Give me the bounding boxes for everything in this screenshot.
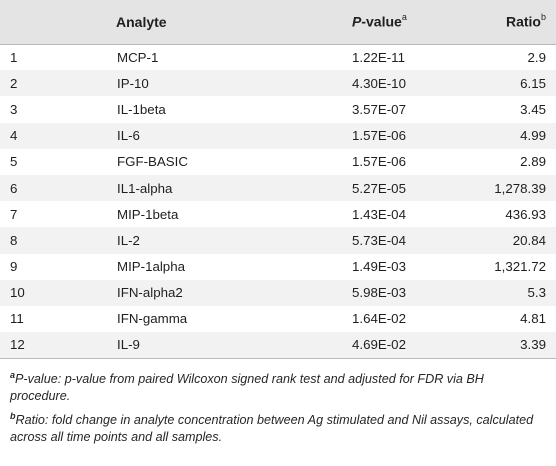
header-ratio: Ratiob — [438, 0, 556, 45]
row-index: 2 — [10, 75, 18, 91]
row-analyte: IP-10 — [117, 75, 149, 91]
row-index: 12 — [0, 332, 116, 359]
row-analyte: MCP-1 — [117, 49, 159, 65]
row-index: 5 — [10, 154, 18, 170]
header-index — [0, 0, 116, 45]
footnote-b-text: Ratio: fold change in analyte concentrat… — [10, 413, 534, 445]
row-index: 9 — [10, 259, 18, 275]
row-pvalue: 4.30E-10 — [352, 75, 406, 91]
row-analyte: IL1-alpha — [117, 180, 173, 196]
row-pvalue: 3.57E-07 — [352, 101, 406, 117]
row-pvalue: 5.98E-03 — [352, 285, 406, 301]
footnote-a-text: P-value: p-value from paired Wilcoxon si… — [10, 371, 484, 403]
table-row: 9 MIP-1alpha 1.49E-03 1,321.72 — [0, 254, 556, 280]
table-row: 2 IP-10 4.30E-10 6.15 — [0, 70, 556, 97]
table-header-row: Analyte P-valuea Ratiob — [0, 0, 556, 45]
row-analyte: MIP-1alpha — [117, 259, 185, 275]
table-row: 4 IL-6 1.57E-06 4.99 — [0, 122, 556, 149]
row-pvalue: 1.43E-04 — [352, 206, 406, 222]
footnote-b: bRatio: fold change in analyte concentra… — [10, 408, 546, 446]
row-analyte: IL-6 — [117, 128, 140, 144]
header-pvalue-footnote-mark: a — [401, 12, 407, 23]
row-index: 7 — [10, 206, 18, 222]
row-analyte: MIP-1beta — [117, 206, 179, 222]
row-index: 8 — [10, 232, 18, 248]
row-index: 1 — [10, 49, 18, 65]
header-pvalue-suffix: -value — [361, 14, 402, 31]
row-ratio: 6.15 — [520, 75, 546, 91]
row-pvalue: 1.64E-02 — [352, 311, 406, 327]
header-ratio-label: Ratio — [505, 14, 541, 31]
table-row: 10 IFN-alpha2 5.98E-03 5.3 — [0, 279, 556, 306]
row-pvalue: 1.57E-06 — [352, 128, 406, 144]
row-index: 10 — [10, 285, 25, 301]
table-row: 7 MIP-1beta 1.43E-04 436.93 — [0, 201, 556, 227]
row-ratio: 2.9 — [527, 49, 547, 65]
header-pvalue-p: P — [352, 14, 362, 31]
row-ratio: 3.45 — [520, 101, 546, 117]
row-pvalue: 1.57E-06 — [352, 154, 406, 170]
header-analyte: Analyte — [116, 0, 302, 45]
footnote-a: aP-value: p-value from paired Wilcoxon s… — [10, 367, 546, 405]
row-ratio: 20.84 — [512, 232, 546, 248]
row-pvalue: 5.27E-05 — [352, 180, 406, 196]
row-pvalue: 5.73E-04 — [352, 232, 406, 248]
row-analyte: IL-9 — [116, 332, 302, 359]
row-analyte: IL-1beta — [117, 101, 166, 117]
table-row: 6 IL1-alpha 5.27E-05 1,278.39 — [0, 174, 556, 202]
table-row: 8 IL-2 5.73E-04 20.84 — [0, 227, 556, 254]
table-row: 1 MCP-1 1.22E-11 2.9 — [0, 44, 556, 70]
table-row: 3 IL-1beta 3.57E-07 3.45 — [0, 96, 556, 122]
row-index: 4 — [10, 128, 18, 144]
row-ratio: 2.89 — [520, 154, 546, 170]
row-ratio: 1,321.72 — [494, 259, 546, 275]
table-row: 5 FGF-BASIC 1.57E-06 2.89 — [0, 149, 556, 175]
footnote-a-mark: a — [10, 369, 16, 380]
row-ratio: 1,278.39 — [494, 180, 546, 196]
row-analyte: FGF-BASIC — [117, 154, 188, 170]
row-ratio: 5.3 — [527, 285, 547, 301]
results-table-container: Analyte P-valuea Ratiob 1 MCP-1 1.22E-11 2.… — [0, 0, 556, 359]
row-analyte: IFN-gamma — [117, 311, 188, 327]
row-index: 11 — [10, 311, 24, 327]
results-table: Analyte P-valuea Ratiob 1 MCP-1 1.22E-11 2.… — [0, 0, 556, 359]
row-analyte: IL-2 — [117, 232, 140, 248]
row-pvalue: 4.69E-02 — [302, 332, 438, 359]
row-pvalue: 1.22E-11 — [352, 49, 405, 65]
row-ratio: 3.39 — [438, 332, 556, 359]
row-ratio: 4.81 — [520, 311, 546, 327]
row-index: 6 — [10, 180, 18, 196]
footnote-b-mark: b — [10, 410, 16, 421]
header-pvalue: P-valuea — [302, 0, 438, 45]
table-row: 11 IFN-gamma 1.64E-02 4.81 — [0, 306, 556, 332]
row-pvalue: 1.49E-03 — [352, 259, 406, 275]
row-ratio: 4.99 — [520, 128, 546, 144]
row-ratio: 436.93 — [505, 206, 546, 222]
table-body: 1 MCP-1 1.22E-11 2.9 2 IP-10 4.30E-10 6.15 3 IL-1… — [0, 44, 556, 359]
table-row: 12 IL-9 4.69E-02 3.39 — [0, 332, 556, 359]
header-ratio-footnote-mark: b — [540, 12, 546, 23]
row-index: 3 — [10, 101, 18, 117]
row-analyte: IFN-alpha2 — [117, 285, 183, 301]
table-footnotes: aP-value: p-value from paired Wilcoxon s… — [0, 359, 556, 446]
